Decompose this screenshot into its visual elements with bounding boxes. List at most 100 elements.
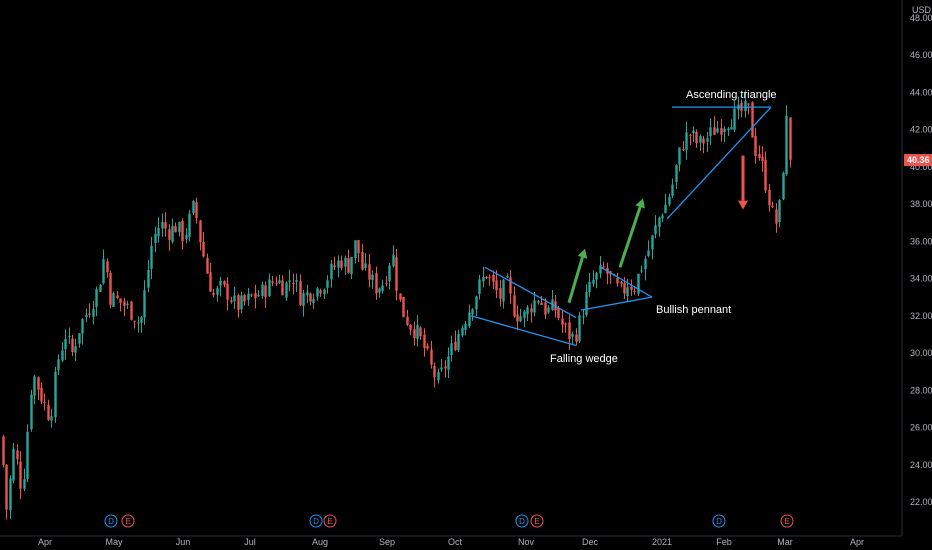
candle-body — [302, 293, 305, 306]
currency-label: USD — [912, 5, 932, 15]
candle-body — [95, 289, 98, 307]
event-marker-d[interactable]: D — [309, 514, 323, 528]
x-tick-label: Mar — [777, 537, 793, 547]
candle-body — [323, 289, 326, 295]
candle-body — [440, 367, 443, 370]
candle-body — [764, 159, 767, 191]
candle-body — [171, 226, 174, 242]
candle-body — [733, 108, 736, 130]
arrow-up-head — [635, 198, 645, 209]
candle-body — [775, 209, 778, 224]
candle-body — [747, 103, 750, 105]
candle-body — [237, 295, 240, 310]
event-marker-circle — [515, 514, 529, 528]
candle-body — [730, 127, 733, 130]
pattern-lines[interactable] — [470, 106, 772, 347]
candle-body — [209, 272, 212, 292]
candle-body — [571, 333, 574, 337]
candle-body — [109, 273, 112, 305]
candle-body — [720, 127, 723, 135]
event-marker-label: E — [784, 517, 789, 526]
candle-body — [488, 276, 491, 278]
candle-body — [727, 128, 730, 131]
candle-body — [406, 316, 409, 325]
pattern-line[interactable] — [600, 266, 653, 298]
candle-body — [578, 315, 581, 342]
pattern-line[interactable] — [470, 315, 577, 347]
candle-body — [437, 372, 440, 380]
direction-arrows[interactable] — [567, 155, 748, 304]
candle-body — [544, 302, 547, 315]
candle-body — [71, 338, 74, 352]
event-marker-e[interactable]: E — [323, 514, 337, 528]
y-tick-label: 38.00 — [910, 199, 932, 209]
candle-body — [685, 132, 688, 150]
candle-body — [564, 323, 567, 325]
candle-body — [419, 327, 422, 337]
candle-body — [526, 307, 529, 315]
pattern-line[interactable] — [580, 296, 653, 311]
candle-body — [281, 280, 284, 296]
candlesticks[interactable] — [2, 90, 792, 520]
pattern-line[interactable] — [484, 266, 577, 319]
candle-body — [595, 272, 598, 280]
candle-body — [402, 296, 405, 318]
event-marker-circle — [712, 514, 726, 528]
candle-body — [640, 270, 643, 272]
x-tick-label: May — [105, 537, 123, 547]
candle-body — [678, 147, 681, 165]
candle-body — [216, 288, 219, 295]
candle-body — [658, 217, 661, 227]
event-marker-d[interactable]: D — [712, 514, 726, 528]
x-axis[interactable]: Apr May Jun Jul Aug Sep Oct Nov Dec 2021 Feb Mar Apr — [0, 535, 902, 547]
candle-body — [682, 148, 685, 150]
candle-body — [671, 184, 674, 196]
event-marker-d[interactable]: D — [104, 514, 118, 528]
candle-body — [26, 431, 29, 479]
event-marker-circle — [780, 514, 794, 528]
arrow-up-head — [577, 248, 588, 259]
candle-body — [202, 241, 205, 257]
event-marker-e[interactable]: E — [780, 514, 794, 528]
candle-body — [9, 478, 12, 511]
arrow-down-head — [738, 200, 748, 210]
pattern-labels: Falling wedge Bullish pennant Ascending tr… — [550, 89, 777, 365]
pattern-line[interactable] — [666, 106, 772, 220]
candle-body — [509, 277, 512, 294]
candle-body — [778, 199, 781, 222]
event-marker-label: D — [108, 517, 114, 526]
event-marker-e[interactable]: E — [530, 514, 544, 528]
candle-body — [754, 136, 757, 156]
candle-body — [344, 257, 347, 267]
candle-body — [106, 261, 109, 273]
event-marker-d[interactable]: D — [515, 514, 529, 528]
candle-body — [647, 250, 650, 257]
event-marker-label: E — [125, 517, 130, 526]
candle-body — [478, 279, 481, 294]
candle-body — [247, 293, 250, 300]
candle-body — [468, 312, 471, 327]
candle-body — [261, 284, 264, 296]
candle-body — [450, 343, 453, 356]
candle-body — [392, 254, 395, 267]
candle-body — [54, 371, 57, 418]
candle-body — [782, 172, 785, 200]
candle-body — [592, 279, 595, 284]
candle-body — [375, 273, 378, 294]
candle-body — [312, 299, 315, 303]
candle-body — [337, 260, 340, 268]
last-price-badge-bg — [904, 154, 932, 167]
candle-body — [295, 280, 298, 282]
x-tick-label: Nov — [518, 537, 535, 547]
candle-body — [233, 295, 236, 302]
y-axis[interactable]: USD 22.00 24.00 26.00 28.00 30.00 32.00 34.00 3… — [901, 0, 932, 536]
x-tick-label: Jul — [244, 537, 256, 547]
candle-body — [12, 448, 15, 481]
candle-body — [99, 285, 102, 292]
candle-body — [185, 234, 188, 239]
event-marker-e[interactable]: E — [121, 514, 135, 528]
x-tick-label: Oct — [448, 537, 463, 547]
arrow-up-shaft — [567, 256, 584, 304]
